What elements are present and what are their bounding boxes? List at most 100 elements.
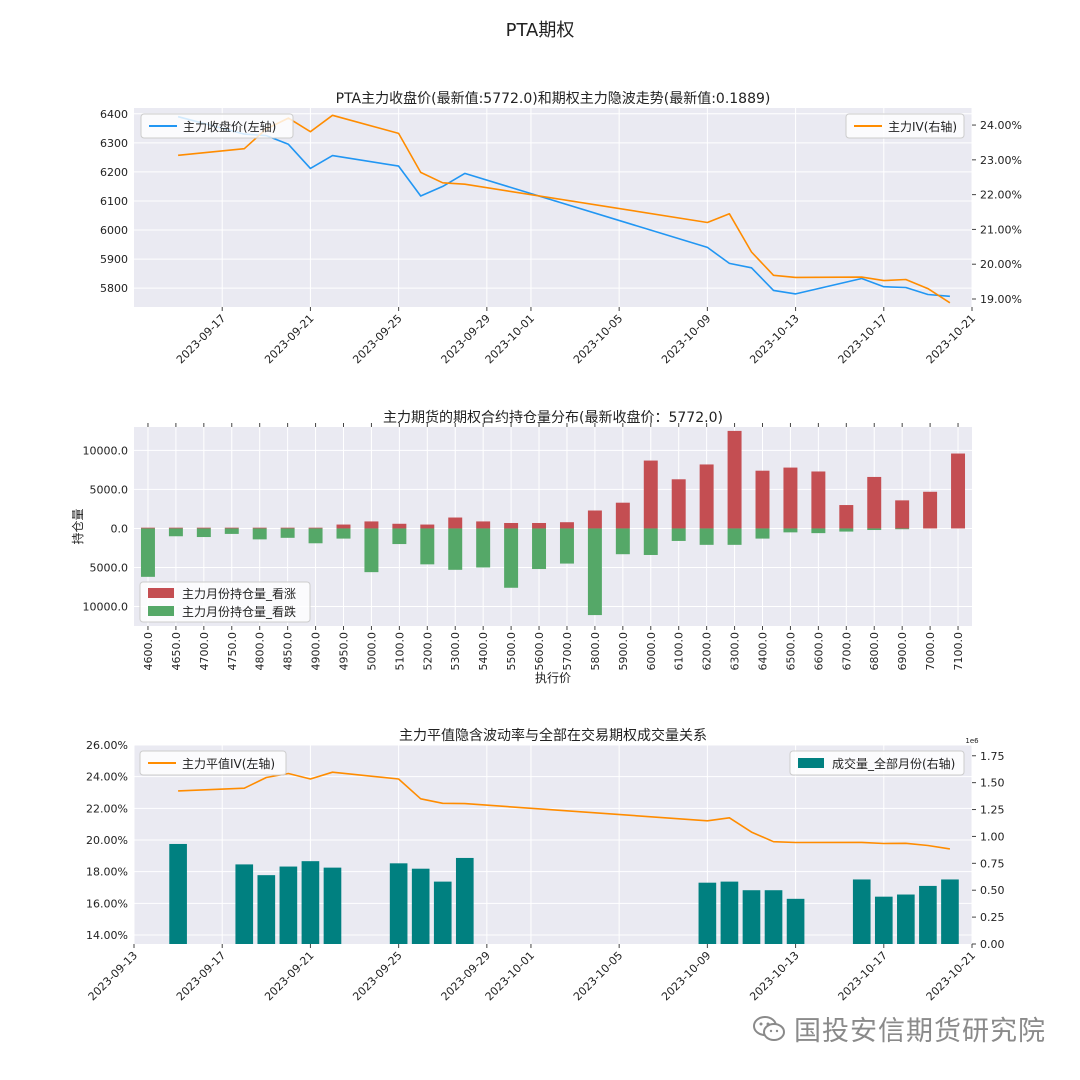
chart2-y-tick-label: 10000.0 <box>83 444 129 457</box>
chart3-right-tick-label: 1.50 <box>980 777 1005 790</box>
wechat-icon <box>753 1015 785 1041</box>
put-oi-bar <box>811 528 826 534</box>
call-oi-bar <box>951 453 966 529</box>
watermark-text: 国投安信期货研究院 <box>794 1016 1046 1047</box>
chart1-legend-right-box <box>845 113 965 139</box>
call-oi-bar <box>392 523 407 529</box>
call-oi-bar <box>196 527 211 529</box>
chart3-right-tick-label: 1.00 <box>980 830 1005 843</box>
chart3-legend-left-box <box>139 750 287 776</box>
put-oi-bar <box>559 528 574 564</box>
chart3-left-tick-label: 26.00% <box>86 739 128 752</box>
chart1-left-tick-label: 6000 <box>100 224 128 237</box>
chart2-legend-call-swatch <box>148 588 174 598</box>
put-oi-bar <box>671 528 686 541</box>
chart3-right-tick-label: 0.25 <box>980 911 1005 924</box>
chart1-left-tick-label: 5800 <box>100 282 128 295</box>
figure-title: PTA期权 <box>506 20 575 41</box>
chart2-x-tick-label: 7000.0 <box>924 632 937 671</box>
call-oi-bar <box>839 505 854 529</box>
put-oi-bar <box>532 528 547 570</box>
chart2-legend-box <box>139 581 311 623</box>
chart3-legend-left-label: 主力平值IV(左轴) <box>182 756 275 771</box>
put-oi-bar <box>308 528 323 544</box>
chart3-left-tick-label: 16.00% <box>86 897 128 910</box>
chart3-left-tick-label: 18.00% <box>86 866 128 879</box>
volume-bar <box>698 882 717 944</box>
chart2-x-tick-label: 6000.0 <box>645 632 658 671</box>
chart3-right-tick-label: 1.75 <box>980 750 1005 763</box>
atm-iv-line <box>178 771 951 850</box>
chart3-right-tick-label: 0.50 <box>980 884 1005 897</box>
call-oi-bar <box>252 527 267 529</box>
chart2-x-tick-label: 7100.0 <box>952 632 965 671</box>
put-oi-bar <box>783 528 798 533</box>
chart2-x-tick-label: 4900.0 <box>310 632 323 671</box>
chart2-x-tick-label: 4650.0 <box>170 632 183 671</box>
chart3-legend-right-box <box>789 750 965 776</box>
call-oi-bar <box>923 491 938 529</box>
chart1-left-tick-label: 6200 <box>100 166 128 179</box>
chart1-right-tick-label: 19.00% <box>980 293 1022 306</box>
put-oi-bar <box>587 528 602 616</box>
chart2-y-tick-label: 0.0 <box>111 522 129 535</box>
call-oi-bar <box>420 524 435 529</box>
chart-price-iv: 2023-09-17 2023-09-21 2023-09-25 2023-09-29… <box>100 90 1022 366</box>
volume-bar <box>279 866 298 944</box>
chart2-title: 主力期货的期权合约持仓量分布(最新收盘价：5772.0) <box>383 409 723 426</box>
chart-atm-iv-volume: 2023-09-13 2023-09-17 2023-09-21 2023-09-25… <box>86 727 1005 1003</box>
chart3-right-tick-label: 1.25 <box>980 804 1005 817</box>
call-oi-bar <box>532 522 547 529</box>
put-oi-bar <box>196 528 211 538</box>
volume-bar <box>941 879 959 944</box>
volume-bar <box>720 881 739 944</box>
call-oi-bar <box>867 476 882 529</box>
chart1-right-tick-label: 22.00% <box>980 189 1022 202</box>
chart2-x-tick-label: 6900.0 <box>896 632 909 671</box>
volume-bar <box>323 867 342 944</box>
call-oi-bar <box>280 527 295 529</box>
chart1-right-tick-label: 23.00% <box>980 154 1022 167</box>
chart2-x-tick-label: 4850.0 <box>282 632 295 671</box>
put-oi-bar <box>140 528 155 577</box>
put-oi-bar <box>755 528 770 539</box>
call-oi-bar <box>699 464 714 529</box>
chart3-right-tick-label: 0.75 <box>980 857 1005 870</box>
chart2-x-tick-label: 5500.0 <box>505 632 518 671</box>
chart2-x-axis-label: 执行价 <box>535 671 571 685</box>
put-oi-bar <box>168 528 183 537</box>
chart1-left-tick-label: 6100 <box>100 195 128 208</box>
volume-bar <box>301 861 320 944</box>
chart2-x-tick-label: 5600.0 <box>533 632 546 671</box>
chart1-left-tick-label: 6300 <box>100 137 128 150</box>
volume-bar <box>235 864 254 944</box>
chart2-x-tick-label: 6500.0 <box>784 632 797 671</box>
chart2-x-tick-label: 4700.0 <box>198 632 211 671</box>
put-oi-bar <box>615 528 630 555</box>
chart2-x-tick-label: 6600.0 <box>812 632 825 671</box>
put-oi-bar <box>839 528 854 532</box>
chart1-legend-right-label: 主力IV(右轴) <box>888 119 957 134</box>
put-oi-bar <box>895 528 910 530</box>
call-oi-bar <box>448 517 463 529</box>
chart2-x-tick-label: 6300.0 <box>729 632 742 671</box>
chart3-right-offset-label: 1e6 <box>965 737 979 745</box>
call-oi-bar <box>727 430 742 529</box>
call-oi-bar <box>671 479 686 529</box>
chart2-x-tick-label: 5100.0 <box>393 632 406 671</box>
call-oi-bar <box>140 527 155 529</box>
chart2-x-tick-label: 4600.0 <box>142 632 155 671</box>
chart3-legend-right-swatch <box>798 758 824 768</box>
call-oi-bar <box>168 527 183 529</box>
put-oi-bar <box>336 528 351 539</box>
call-oi-bar <box>336 524 351 529</box>
call-oi-bar <box>476 521 491 529</box>
chart1-right-tick-label: 24.00% <box>980 119 1022 132</box>
chart3-left-tick-label: 22.00% <box>86 802 128 815</box>
watermark: 国投安信期货研究院 <box>752 1009 1046 1048</box>
put-oi-bar <box>420 528 435 565</box>
chart3-legend-right-label: 成交量_全部月份(右轴) <box>832 756 955 771</box>
chart2-y-tick-label: 10000.0 <box>83 600 129 613</box>
chart1-left-tick-label: 5900 <box>100 253 128 266</box>
chart2-x-tick-label: 5000.0 <box>365 632 378 671</box>
